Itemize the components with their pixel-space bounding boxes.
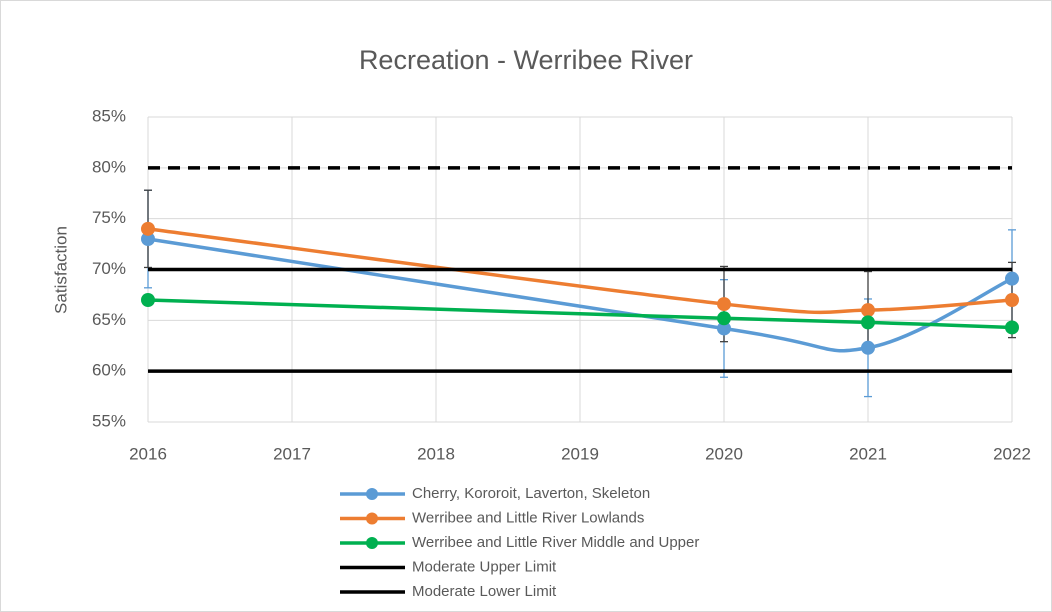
series-marker — [1005, 320, 1019, 335]
legend-marker — [366, 537, 378, 549]
series-marker — [1005, 271, 1019, 286]
y-tick-label: 80% — [92, 157, 126, 176]
x-tick-label: 2020 — [705, 444, 743, 463]
legend-label: Moderate Upper Limit — [412, 558, 557, 575]
legend-label: Werribee and Little River Lowlands — [412, 509, 644, 526]
series-marker — [861, 340, 875, 355]
series-line — [147, 298, 1013, 330]
legend-marker — [366, 512, 378, 525]
series-line — [147, 227, 1013, 315]
x-tick-label: 2018 — [417, 444, 455, 463]
legend-label: Moderate Lower Limit — [412, 583, 557, 600]
y-tick-label: 85% — [92, 106, 126, 125]
series-marker — [141, 232, 155, 246]
series-marker — [717, 297, 731, 312]
legend-label: Cherry, Kororoit, Laverton, Skeleton — [412, 485, 650, 502]
series-marker — [141, 293, 155, 307]
series-marker — [141, 221, 155, 236]
series-marker — [717, 311, 731, 326]
y-tick-label: 60% — [92, 361, 126, 380]
series-marker — [1005, 293, 1019, 307]
legend-marker — [366, 488, 378, 500]
x-tick-label: 2019 — [561, 444, 599, 463]
series-marker — [717, 321, 731, 336]
x-tick-label: 2017 — [273, 444, 311, 463]
legend-label: Werribee and Little River Middle and Upp… — [412, 534, 699, 551]
chart-title: Recreation - Werribee River — [359, 45, 693, 75]
x-tick-label: 2021 — [849, 444, 887, 463]
series-marker — [861, 315, 875, 330]
y-tick-label: 65% — [92, 310, 126, 329]
y-tick-label: 70% — [92, 259, 126, 278]
y-tick-label: 75% — [92, 208, 126, 227]
x-tick-label: 2016 — [129, 444, 167, 463]
y-axis-label: Satisfaction — [51, 226, 70, 314]
series-line — [147, 237, 1013, 353]
series-marker — [861, 303, 875, 318]
x-tick-label: 2022 — [993, 444, 1031, 463]
y-tick-label: 55% — [92, 411, 126, 430]
